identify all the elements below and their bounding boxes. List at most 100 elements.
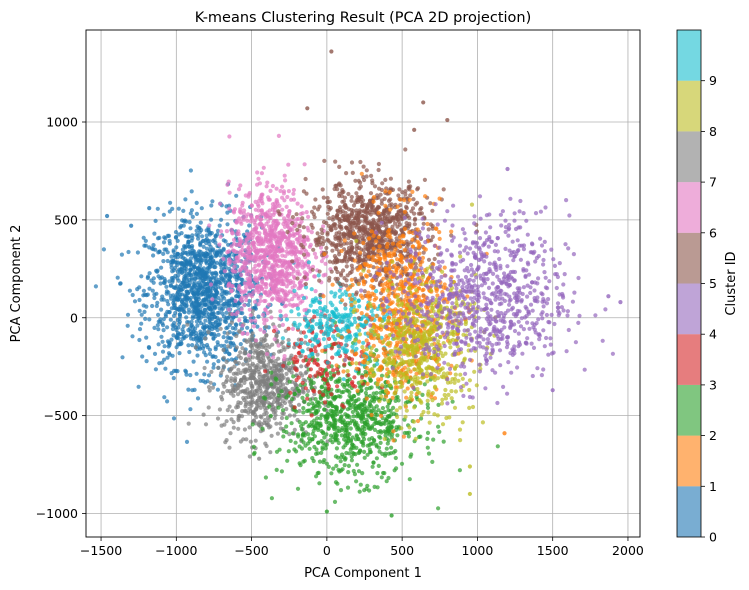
data-point [329, 423, 334, 428]
data-point [266, 251, 271, 256]
data-point [149, 278, 154, 283]
data-point [285, 236, 291, 241]
data-point [338, 415, 344, 420]
data-point [431, 437, 436, 442]
data-point [329, 376, 334, 382]
data-point [240, 331, 245, 336]
data-point [198, 254, 203, 259]
data-point [225, 182, 230, 187]
data-point [202, 365, 207, 371]
data-point [161, 259, 166, 264]
data-point [265, 373, 270, 378]
data-point [296, 402, 302, 407]
data-point [251, 363, 257, 368]
data-point [231, 237, 237, 242]
data-point [244, 232, 249, 237]
data-point [178, 283, 183, 288]
data-point [238, 342, 243, 347]
data-point [335, 279, 340, 284]
data-point [230, 409, 235, 414]
data-point [162, 276, 167, 282]
data-point [287, 432, 292, 437]
data-point [308, 303, 313, 308]
data-point [222, 384, 227, 389]
data-point [332, 426, 337, 432]
data-point [425, 436, 430, 441]
data-point [141, 288, 146, 293]
data-point [384, 224, 389, 229]
data-point [216, 359, 221, 364]
data-point [238, 267, 243, 272]
data-point [161, 328, 166, 333]
data-point [223, 304, 228, 309]
data-point [227, 276, 232, 281]
data-point [156, 274, 161, 279]
data-point [273, 231, 278, 236]
data-point [211, 362, 216, 367]
data-point [327, 216, 332, 221]
data-point [274, 333, 279, 338]
data-point [202, 307, 207, 312]
data-point [321, 392, 326, 397]
data-point [332, 223, 337, 228]
data-point [178, 225, 183, 230]
data-point [194, 200, 199, 205]
data-point [175, 238, 180, 243]
data-point [139, 312, 144, 317]
data-point [132, 299, 138, 304]
data-point [376, 167, 381, 173]
data-point [303, 176, 308, 182]
data-point [236, 301, 241, 306]
data-point [248, 256, 253, 261]
data-point [194, 232, 199, 237]
data-point [338, 394, 343, 399]
data-point [330, 248, 335, 253]
data-point [303, 355, 308, 360]
data-point [150, 288, 155, 293]
data-point [321, 440, 326, 445]
data-point [233, 298, 238, 303]
data-point [297, 419, 302, 425]
data-point [195, 224, 200, 229]
data-point [252, 392, 257, 397]
data-point [201, 238, 206, 243]
data-point [316, 440, 321, 445]
data-point [226, 179, 231, 184]
data-point [222, 261, 228, 266]
data-point [147, 271, 152, 276]
data-point [284, 371, 289, 376]
data-point [142, 309, 147, 314]
data-point [334, 446, 339, 451]
data-point [289, 265, 294, 270]
data-point [248, 439, 253, 444]
data-point [203, 282, 208, 287]
data-point [293, 354, 298, 359]
data-point [346, 470, 351, 475]
data-point [242, 427, 247, 432]
data-point [206, 305, 211, 310]
data-point [228, 431, 233, 436]
data-point [190, 290, 195, 295]
data-point [170, 269, 175, 274]
data-point [152, 351, 158, 356]
data-point [279, 237, 285, 242]
data-point [174, 307, 179, 312]
data-point [198, 263, 203, 268]
data-point [331, 368, 336, 373]
data-point [239, 272, 244, 278]
data-point [170, 206, 175, 211]
data-point [176, 206, 181, 211]
data-point [357, 489, 362, 494]
data-point [234, 255, 239, 260]
data-point [191, 337, 196, 342]
data-point [155, 323, 160, 328]
data-point [259, 415, 264, 420]
data-point [250, 422, 255, 427]
data-point [215, 310, 220, 316]
data-point [144, 335, 149, 340]
data-point [208, 282, 214, 287]
data-point [296, 351, 301, 356]
data-point [261, 374, 266, 379]
data-point [312, 251, 317, 256]
data-point [325, 411, 330, 416]
